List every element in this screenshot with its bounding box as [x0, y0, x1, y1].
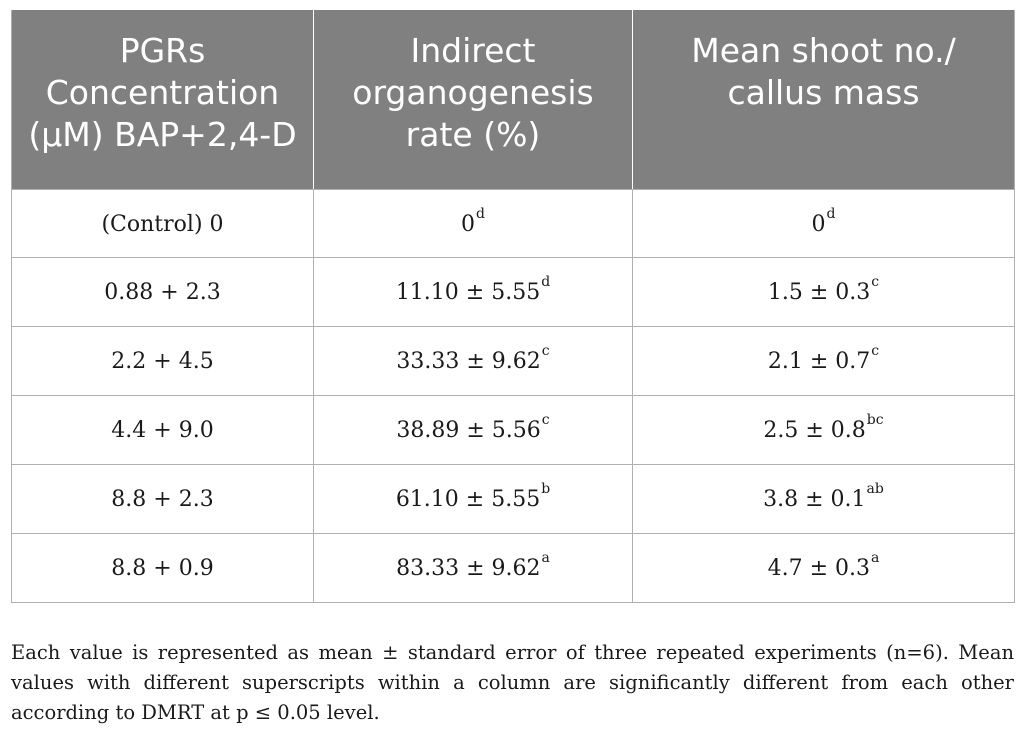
- cell-rate: 83.33 ± 9.62a: [313, 532, 633, 603]
- rate-superscript: a: [541, 549, 550, 566]
- cell-rate: 0d: [313, 188, 633, 258]
- rate-superscript: c: [541, 342, 550, 359]
- rate-superscript: d: [476, 205, 485, 222]
- cell-rate: 11.10 ± 5.55d: [313, 256, 633, 327]
- concentration-value: 4.4 + 9.0: [111, 417, 214, 443]
- cell-shoots: 4.7 ± 0.3a: [632, 532, 1015, 603]
- concentration-value: 8.8 + 0.9: [111, 555, 214, 581]
- concentration-value: 2.2 + 4.5: [111, 348, 214, 374]
- shoots-value: 3.8 ± 0.1: [763, 486, 866, 512]
- table-row: 8.8 + 2.3 61.10 ± 5.55b 3.8 ± 0.1ab: [11, 463, 1015, 534]
- rate-value: 61.10 ± 5.55: [395, 486, 541, 512]
- cell-concentration: 0.88 + 2.3: [11, 256, 314, 327]
- table-row: 4.4 + 9.0 38.89 ± 5.56c 2.5 ± 0.8bc: [11, 394, 1015, 465]
- shoots-superscript: ab: [866, 480, 884, 497]
- rate-value: 33.33 ± 9.62: [396, 348, 541, 374]
- cell-concentration: 4.4 + 9.0: [11, 394, 314, 465]
- rate-superscript: b: [541, 480, 551, 497]
- rate-value: 38.89 ± 5.56: [396, 417, 541, 443]
- cell-concentration: 2.2 + 4.5: [11, 325, 314, 396]
- results-table: PGRs Concentration (µM) BAP+2,4-D Indire…: [11, 10, 1015, 603]
- cell-shoots: 3.8 ± 0.1ab: [632, 463, 1015, 534]
- rate-value: 11.10 ± 5.55: [395, 279, 541, 305]
- cell-shoots: 2.5 ± 0.8bc: [632, 394, 1015, 465]
- shoots-value: 0: [811, 211, 826, 237]
- cell-concentration: 8.8 + 0.9: [11, 532, 314, 603]
- cell-shoots: 2.1 ± 0.7c: [632, 325, 1015, 396]
- rate-value: 83.33 ± 9.62: [396, 555, 541, 581]
- cell-concentration: 8.8 + 2.3: [11, 463, 314, 534]
- table-footnote: Each value is represented as mean ± stan…: [11, 641, 1014, 724]
- rate-superscript: c: [541, 411, 550, 428]
- shoots-superscript: c: [871, 342, 880, 359]
- header-pgrs-concentration: PGRs Concentration (µM) BAP+2,4-D: [11, 10, 314, 190]
- table-row: 2.2 + 4.5 33.33 ± 9.62c 2.1 ± 0.7c: [11, 325, 1015, 396]
- table-row: 8.8 + 0.9 83.33 ± 9.62a 4.7 ± 0.3a: [11, 532, 1015, 603]
- rate-value: 0: [461, 211, 476, 237]
- header-organogenesis-rate: Indirect organogenesis rate (%): [313, 10, 633, 190]
- rate-superscript: d: [541, 273, 551, 290]
- shoots-value: 1.5 ± 0.3: [767, 279, 871, 305]
- shoots-value: 2.5 ± 0.8: [763, 417, 866, 443]
- cell-rate: 38.89 ± 5.56c: [313, 394, 633, 465]
- cell-shoots: 0d: [632, 188, 1015, 258]
- concentration-value: 0.88 + 2.3: [104, 279, 221, 305]
- shoots-value: 4.7 ± 0.3: [767, 555, 871, 581]
- shoots-superscript: c: [871, 273, 880, 290]
- concentration-value: 8.8 + 2.3: [111, 486, 214, 512]
- concentration-value: (Control) 0: [101, 211, 224, 237]
- table-row: (Control) 0 0d 0d: [11, 188, 1015, 258]
- cell-rate: 61.10 ± 5.55b: [313, 463, 633, 534]
- table-header-row: PGRs Concentration (µM) BAP+2,4-D Indire…: [11, 10, 1015, 190]
- shoots-superscript: d: [826, 205, 836, 222]
- table-row: 0.88 + 2.3 11.10 ± 5.55d 1.5 ± 0.3c: [11, 256, 1015, 327]
- cell-concentration: (Control) 0: [11, 188, 314, 258]
- shoots-value: 2.1 ± 0.7: [767, 348, 871, 374]
- cell-shoots: 1.5 ± 0.3c: [632, 256, 1015, 327]
- shoots-superscript: bc: [866, 411, 884, 428]
- shoots-superscript: a: [871, 549, 880, 566]
- header-mean-shoot-number: Mean shoot no./ callus mass: [632, 10, 1015, 190]
- cell-rate: 33.33 ± 9.62c: [313, 325, 633, 396]
